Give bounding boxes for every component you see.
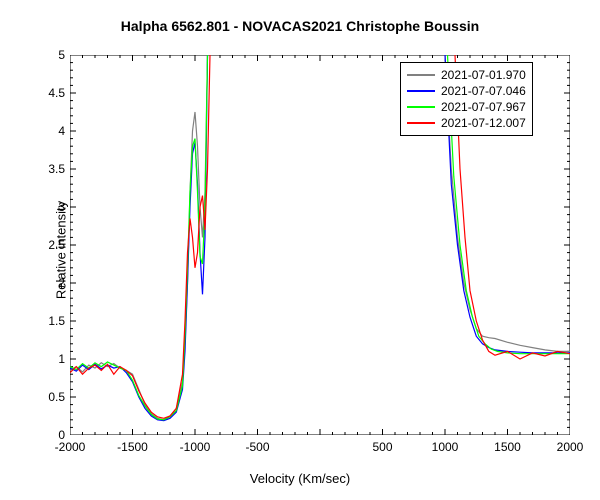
y-tick-label: 0.5 [48,390,65,404]
legend-label: 2021-07-07.046 [441,84,526,98]
y-tick-label: 3.5 [48,162,65,176]
x-tick-label: 1000 [432,440,459,454]
y-tick-label: 5 [58,48,65,62]
x-tick-label: 1500 [494,440,521,454]
y-tick-label: 2.5 [48,238,65,252]
legend-label: 2021-07-12.007 [441,116,526,130]
legend: 2021-07-01.970 2021-07-07.046 2021-07-07.9… [400,62,533,136]
legend-swatch [407,74,435,76]
y-tick-label: 2 [58,276,65,290]
y-tick-label: 1.5 [48,314,65,328]
y-tick-label: 1 [58,352,65,366]
chart-title: Halpha 6562.801 - NOVACAS2021 Christophe… [0,18,600,34]
legend-item: 2021-07-07.046 [407,83,526,99]
x-tick-label: -1000 [180,440,211,454]
legend-swatch [407,90,435,92]
legend-swatch [407,122,435,124]
x-tick-label: -2000 [55,440,86,454]
y-tick-label: 4.5 [48,86,65,100]
x-tick-label: -500 [245,440,269,454]
y-tick-label: 3 [58,200,65,214]
legend-swatch [407,106,435,108]
x-tick-label: 500 [372,440,392,454]
legend-item: 2021-07-12.007 [407,115,526,131]
x-tick-label: 2000 [557,440,584,454]
legend-label: 2021-07-07.967 [441,100,526,114]
x-axis-label: Velocity (Km/sec) [0,471,600,486]
series-line [70,55,213,418]
x-tick-label: -1500 [117,440,148,454]
legend-item: 2021-07-01.970 [407,67,526,83]
legend-label: 2021-07-01.970 [441,68,526,82]
legend-item: 2021-07-07.967 [407,99,526,115]
chart-container: Halpha 6562.801 - NOVACAS2021 Christophe… [0,0,600,500]
y-tick-label: 4 [58,124,65,138]
